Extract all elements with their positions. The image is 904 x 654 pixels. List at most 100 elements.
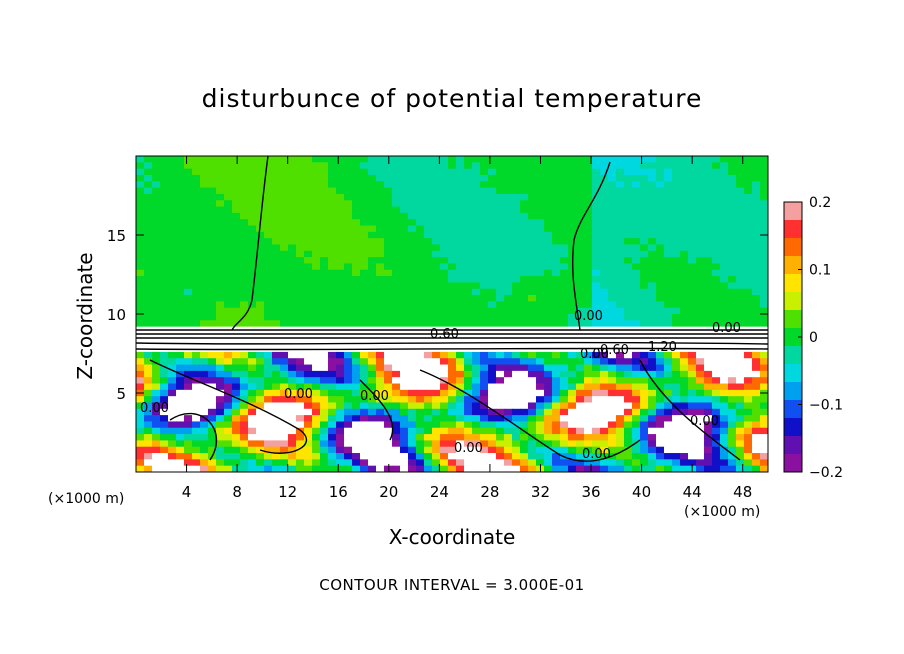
heatmap-cell [656, 396, 665, 404]
heatmap-cell [456, 168, 465, 176]
heatmap-cell [280, 250, 289, 258]
heatmap-cell [344, 408, 353, 416]
heatmap-cell [408, 389, 417, 397]
heatmap-cell [248, 162, 257, 170]
heatmap-cell [696, 314, 705, 321]
heatmap-cell [584, 421, 593, 429]
heatmap-cell [240, 168, 249, 176]
heatmap-cell [728, 187, 737, 195]
heatmap-cell [400, 206, 409, 214]
heatmap-cell [680, 212, 689, 220]
heatmap-cell [664, 370, 673, 378]
heatmap-cell [536, 402, 545, 410]
heatmap-cell [264, 339, 273, 347]
heatmap-cell [144, 295, 153, 302]
heatmap-cell [528, 225, 537, 233]
heatmap-cell [320, 314, 329, 321]
heatmap-cell [248, 156, 257, 163]
heatmap-cell [184, 181, 193, 189]
heatmap-cell [224, 257, 233, 265]
heatmap-cell [568, 408, 577, 416]
heatmap-cell [592, 421, 601, 429]
heatmap-cell [464, 295, 473, 302]
heatmap-cell [360, 396, 369, 404]
heatmap-cell [648, 364, 657, 372]
heatmap-cell [352, 351, 361, 359]
heatmap-cell [352, 250, 361, 258]
heatmap-cell [656, 174, 665, 182]
heatmap-cell [400, 263, 409, 271]
heatmap-cell [344, 383, 353, 391]
heatmap-cell [240, 288, 249, 296]
heatmap-cell [760, 358, 768, 366]
heatmap-cell [552, 421, 561, 429]
heatmap-cell [568, 421, 577, 429]
heatmap-cell [328, 238, 337, 246]
heatmap-cell [152, 295, 161, 302]
heatmap-cell [736, 219, 745, 227]
heatmap-cell [144, 238, 153, 246]
heatmap-cell [280, 377, 289, 385]
heatmap-cell [576, 257, 585, 265]
heatmap-cell [560, 282, 569, 290]
heatmap-cell [560, 332, 569, 340]
heatmap-cell [728, 339, 737, 347]
heatmap-cell [696, 295, 705, 302]
heatmap-cell [272, 339, 281, 347]
heatmap-cell [280, 219, 289, 227]
heatmap-cell [256, 314, 265, 321]
heatmap-cell [656, 257, 665, 265]
heatmap-cell [672, 453, 681, 460]
heatmap-cell [432, 389, 441, 397]
heatmap-cell [216, 377, 225, 385]
heatmap-cell [136, 358, 145, 366]
heatmap-cell [560, 168, 569, 176]
heatmap-cell [216, 332, 225, 340]
heatmap-cell [264, 174, 273, 182]
heatmap-cell [144, 377, 153, 385]
heatmap-cell [640, 358, 649, 366]
heatmap-cell [528, 168, 537, 176]
heatmap-cell [304, 263, 313, 271]
heatmap-cell [328, 351, 337, 359]
heatmap-cell [576, 250, 585, 258]
heatmap-cell [496, 181, 505, 189]
heatmap-cell [240, 434, 249, 441]
heatmap-cell [408, 421, 417, 429]
heatmap-cell [472, 257, 481, 265]
heatmap-cell [584, 351, 593, 359]
heatmap-cell [680, 219, 689, 227]
heatmap-cell [336, 269, 345, 277]
heatmap-cell [736, 434, 745, 441]
heatmap-cell [448, 238, 457, 246]
heatmap-cell [216, 206, 225, 214]
heatmap-cell [248, 332, 257, 340]
heatmap-cell [592, 238, 601, 246]
heatmap-cell [632, 219, 641, 227]
heatmap-cell [504, 200, 513, 208]
heatmap-cell [536, 377, 545, 385]
heatmap-cell [624, 459, 633, 467]
heatmap-cell [216, 231, 225, 239]
heatmap-cell [544, 181, 553, 189]
heatmap-cell [280, 212, 289, 220]
heatmap-cell [184, 332, 193, 340]
heatmap-cell [672, 408, 681, 416]
heatmap-cell [352, 408, 361, 416]
heatmap-cell [736, 174, 745, 182]
heatmap-cell [240, 257, 249, 265]
heatmap-cell [144, 465, 153, 472]
heatmap-cell [384, 206, 393, 214]
heatmap-cell [168, 440, 177, 448]
heatmap-cell [248, 231, 257, 239]
heatmap-cell [208, 434, 217, 441]
heatmap-cell [144, 314, 153, 321]
heatmap-cell [536, 434, 545, 441]
heatmap-cell [648, 453, 657, 460]
colorbar-swatch [784, 310, 802, 329]
heatmap-cell [472, 301, 481, 309]
heatmap-cell [360, 257, 369, 265]
heatmap-cell [736, 282, 745, 290]
heatmap-cell [736, 364, 745, 372]
heatmap-cell [304, 181, 313, 189]
